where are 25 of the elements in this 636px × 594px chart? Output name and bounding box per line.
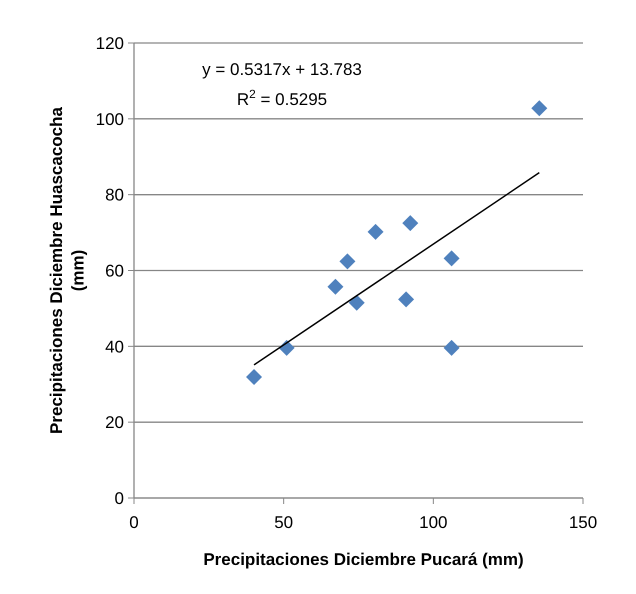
point bbox=[531, 100, 548, 116]
y-tick-label: 20 bbox=[105, 413, 124, 432]
x-tick-label: 50 bbox=[274, 513, 294, 532]
x-tick-label: 100 bbox=[419, 513, 448, 532]
point bbox=[327, 278, 344, 295]
point bbox=[246, 369, 262, 386]
x-axis-title: Precipitaciones Diciembre Pucará (mm) bbox=[203, 550, 524, 569]
y-tick-label: 100 bbox=[96, 110, 124, 129]
point bbox=[402, 215, 418, 232]
x-tick-label: 150 bbox=[568, 513, 598, 532]
y-tick-label: 0 bbox=[114, 488, 124, 508]
annotation: R$^{2}$ = 0.5295 bbox=[236, 87, 328, 109]
y-tick-label: 80 bbox=[105, 186, 124, 205]
point bbox=[444, 250, 460, 266]
y-tick-label: 60 bbox=[105, 261, 124, 280]
point bbox=[368, 224, 384, 240]
point bbox=[339, 253, 356, 270]
x-tick-label: 0 bbox=[129, 513, 139, 532]
point bbox=[444, 340, 460, 356]
point bbox=[398, 291, 414, 308]
y-tick-label: 40 bbox=[105, 337, 124, 356]
annotation: y = 0.5317x + 13.783 bbox=[202, 60, 362, 79]
y-axis-title: Precipitaciones Diciembre Huascacocha (mm) bbox=[47, 106, 88, 434]
point bbox=[348, 294, 365, 311]
y-tick-label: 120 bbox=[96, 34, 124, 53]
